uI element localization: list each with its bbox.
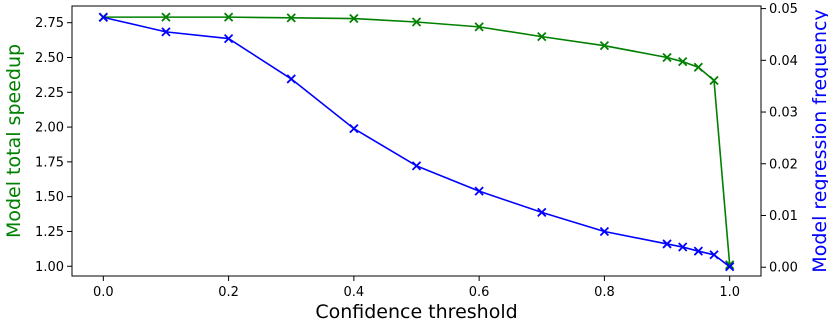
speedup-point	[693, 62, 704, 72]
regression-point	[474, 186, 484, 196]
y-right-tick-label: 0.01	[769, 209, 798, 224]
regression-point	[286, 74, 296, 84]
x-tick-label: 0.0	[93, 285, 114, 300]
regression-line	[103, 16, 731, 268]
regression-point	[537, 207, 547, 218]
x-tick-label: 0.2	[218, 285, 239, 300]
speedup-point	[725, 260, 735, 270]
y-right-tick-label: 0.03	[769, 106, 798, 121]
y-left-tick-label: 2.00	[35, 121, 64, 136]
regression-point	[161, 27, 171, 37]
y-left-axis-ticks: 1.00 1.25 1.50 1.75 2.00 2.25 2.50 2.75	[35, 16, 72, 275]
y-right-axis-label: Model regression frequency	[809, 9, 828, 272]
speedup-point	[662, 52, 672, 63]
plot-frame	[71, 5, 762, 277]
y-right-axis-ticks: 0.00 0.01 0.02 0.03 0.04 0.05	[761, 2, 798, 276]
x-tick-label: 0.4	[344, 285, 365, 300]
y-left-tick-label: 1.50	[35, 190, 64, 205]
regression-point	[709, 250, 719, 260]
x-tick-label: 1.0	[719, 285, 740, 300]
y-left-tick-label: 1.00	[35, 260, 64, 275]
x-axis-ticks: 0.0 0.2 0.4 0.6 0.8 1.0	[93, 276, 740, 300]
speedup-line	[103, 16, 731, 265]
regression-point	[223, 33, 234, 44]
regression-point	[662, 239, 672, 249]
y-left-tick-label: 2.25	[35, 86, 64, 101]
y-left-axis-label: Model total speedup	[3, 44, 25, 238]
speedup-point	[709, 75, 719, 86]
regression-point	[411, 161, 422, 171]
regression-point	[678, 242, 688, 252]
y-left-tick-label: 1.25	[35, 225, 64, 240]
x-axis-label: Confidence threshold	[315, 301, 517, 323]
regression-point	[693, 246, 704, 256]
series-speedup	[98, 12, 735, 270]
y-right-tick-label: 0.00	[769, 261, 798, 276]
regression-point	[599, 226, 610, 237]
y-right-tick-label: 0.02	[769, 157, 798, 172]
series-regression	[98, 12, 735, 272]
y-right-tick-label: 0.04	[769, 54, 798, 69]
regression-point	[725, 262, 735, 272]
regression-point	[349, 123, 359, 134]
regression-point	[98, 12, 108, 23]
y-left-tick-label: 1.75	[35, 155, 64, 170]
speedup-point	[286, 13, 296, 23]
speedup-point	[474, 22, 484, 32]
speedup-point	[678, 57, 688, 67]
speedup-point	[349, 13, 359, 24]
speedup-point	[537, 31, 547, 42]
y-left-tick-label: 2.75	[35, 16, 64, 31]
speedup-point	[161, 12, 171, 22]
speedup-point	[411, 17, 422, 27]
y-left-tick-label: 2.50	[35, 51, 64, 66]
x-tick-label: 0.8	[594, 285, 615, 300]
y-right-tick-label: 0.05	[769, 2, 798, 17]
x-tick-label: 0.6	[469, 285, 490, 300]
speedup-point	[223, 12, 234, 22]
speedup-point	[599, 41, 610, 51]
